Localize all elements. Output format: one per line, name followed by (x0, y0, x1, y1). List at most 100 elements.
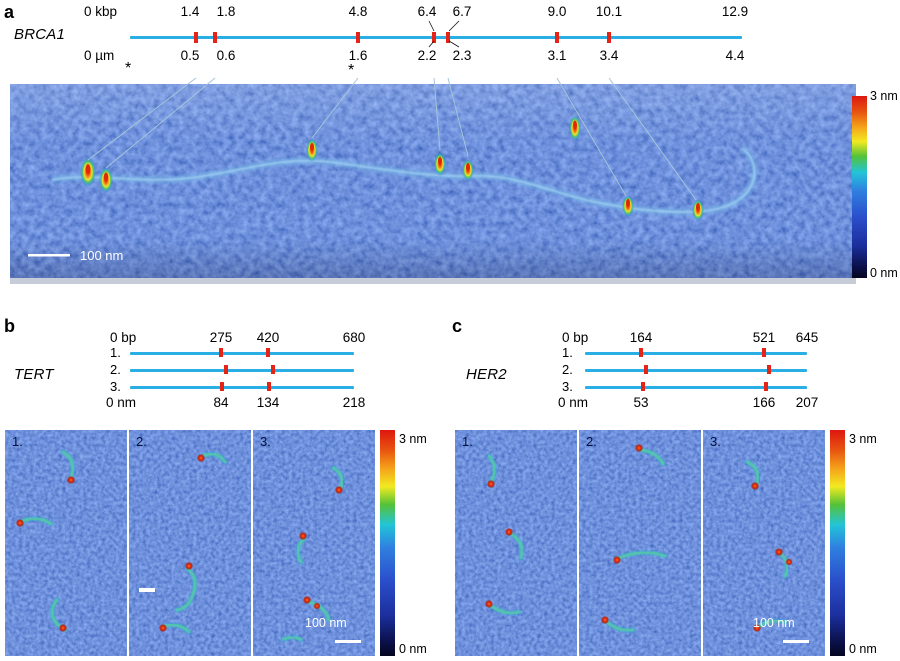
kbp-axis-start: 0 kbp (84, 4, 118, 19)
panel-a-label: a (4, 2, 15, 22)
tile-b1-number: 1. (12, 434, 23, 449)
label-dot (775, 548, 783, 556)
afm-tile-c3-svg (703, 430, 825, 656)
afm-a-base-strip (10, 278, 856, 284)
afm-tile-c1: 1. (455, 430, 577, 656)
axis-mini-leaders (428, 20, 460, 48)
um-tick-label-3: 2.2 (417, 48, 437, 63)
afm-image-a: 100 nm (10, 84, 856, 289)
label-dot (197, 454, 205, 462)
c-row-label-1: 1. (562, 345, 573, 360)
label-dot (505, 528, 513, 536)
b-tick-r1b (266, 348, 270, 357)
scale-bar-b-label: 100 nm (305, 616, 347, 630)
b-bp-axis-end: 680 (342, 330, 366, 345)
afm-tile-b3: 3. 100 nm (253, 430, 375, 656)
map-tick-1 (213, 32, 217, 43)
afm-tile-c3: 3. 100 nm (703, 430, 825, 656)
asterisk-0: * (125, 60, 132, 77)
um-tick-label-1: 0.6 (216, 48, 236, 63)
gene-label-her2: HER2 (466, 366, 507, 383)
label-dot (185, 562, 193, 570)
afm-tile-b3-svg (253, 430, 375, 656)
um-axis-start: 0 µm (84, 48, 115, 63)
b-tick-r2a (224, 365, 228, 374)
c-tick-r2b (767, 365, 771, 374)
c-nm-axis-end: 207 (795, 395, 819, 410)
label-dot (485, 600, 493, 608)
peak-leaders (87, 77, 697, 201)
colorbar-b-min: 0 nm (399, 642, 427, 656)
b-tick-r3a (220, 382, 224, 391)
c-tick-r1a (639, 348, 643, 357)
um-tick-label-0: 0.5 (180, 48, 200, 63)
kbp-tick-label-6: 10.1 (595, 4, 623, 19)
colorbar-c-min: 0 nm (849, 642, 877, 656)
colorbar-a-min: 0 nm (870, 266, 898, 280)
label-dot (613, 556, 621, 564)
b-tick-r1a (219, 348, 223, 357)
colorbar-c (830, 430, 845, 656)
tile-b2-number: 2. (136, 434, 147, 449)
colorbar-a-max: 3 nm (870, 89, 898, 103)
her2-map-line-2 (585, 369, 807, 372)
tile-c3-number: 3. (710, 434, 721, 449)
b-nm-axis-end: 218 (342, 395, 366, 410)
c-bp-tick-label-0: 164 (629, 330, 653, 345)
c-tick-r3b (764, 382, 768, 391)
kbp-tick-label-4: 6.7 (452, 4, 472, 19)
kbp-tick-label-5: 9.0 (547, 4, 567, 19)
afm-tile-b1-svg (5, 430, 127, 656)
kbp-tick-label-1: 1.8 (216, 4, 236, 19)
tert-map-line-1 (130, 352, 354, 355)
b-nm-tick-label-1: 134 (256, 395, 280, 410)
label-dot (313, 602, 321, 610)
c-tick-r2a (644, 365, 648, 374)
label-dot (635, 444, 643, 452)
c-bp-tick-label-1: 521 (752, 330, 776, 345)
colorbar-b (380, 430, 395, 656)
label-dot (303, 596, 311, 604)
tile-b3-number: 3. (260, 434, 271, 449)
label-dot (335, 486, 343, 494)
label-dot (16, 519, 24, 527)
panel-b-label: b (4, 316, 15, 336)
map-tick-5 (555, 32, 559, 43)
afm-tile-c1-svg (455, 430, 577, 656)
afm-tile-c2-svg (579, 430, 701, 656)
label-dot (753, 624, 761, 632)
colorbar-a (852, 96, 867, 278)
scale-bar-a-label: 100 nm (80, 248, 123, 263)
map-tick-3 (432, 32, 436, 43)
b-row-label-3: 3. (110, 379, 121, 394)
kbp-tick-label-3: 6.4 (417, 4, 437, 19)
b-tick-r3b (267, 382, 271, 391)
c-nm-tick-label-1: 166 (752, 395, 776, 410)
scale-bar-b (335, 640, 361, 643)
b-bp-axis-start: 0 bp (110, 330, 137, 345)
map-tick-6 (607, 32, 611, 43)
b-nm-tick-label-0: 84 (213, 395, 229, 410)
kbp-tick-label-2: 4.8 (348, 4, 368, 19)
colorbar-b-max: 3 nm (399, 432, 427, 446)
label-dot (299, 532, 307, 540)
scale-bar-c-label: 100 nm (753, 616, 795, 630)
afm-tile-b2-svg (129, 430, 251, 656)
tert-map-line-3 (130, 386, 354, 389)
mini-scale-bar-b2 (139, 588, 155, 592)
tile-c2-number: 2. (586, 434, 597, 449)
c-row-label-3: 3. (562, 379, 573, 394)
c-tick-r1b (762, 348, 766, 357)
label-dot (487, 480, 495, 488)
label-dot (751, 482, 759, 490)
label-dot (59, 624, 67, 632)
kbp-axis-end: 12.9 (721, 4, 749, 19)
um-tick-label-6: 3.4 (599, 48, 619, 63)
tert-map-line-2 (130, 369, 354, 372)
map-tick-0 (194, 32, 198, 43)
panel-c-label: c (452, 316, 463, 336)
her2-map-line-1 (585, 352, 807, 355)
kbp-tick-label-0: 1.4 (180, 4, 200, 19)
dna-strand-highlight (51, 148, 756, 213)
c-tick-r3a (641, 382, 645, 391)
